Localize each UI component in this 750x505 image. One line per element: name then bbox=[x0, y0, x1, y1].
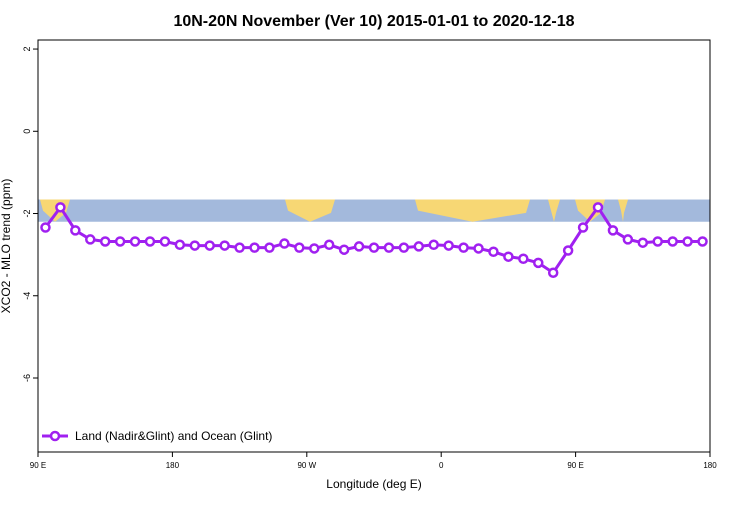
data-point bbox=[70, 225, 81, 236]
data-point bbox=[473, 243, 484, 254]
data-point bbox=[159, 236, 171, 247]
data-point bbox=[294, 242, 305, 253]
data-point bbox=[114, 236, 126, 247]
chart-title: 10N-20N November (Ver 10) 2015-01-01 to … bbox=[173, 13, 574, 30]
data-point bbox=[488, 246, 499, 258]
data-point bbox=[667, 236, 678, 247]
data-point bbox=[204, 240, 215, 251]
y-tick-label: -4 bbox=[22, 292, 32, 300]
data-point bbox=[637, 237, 649, 248]
legend-marker bbox=[49, 430, 61, 442]
x-tick-label: 90 E bbox=[567, 461, 583, 470]
x-tick-label: 90 W bbox=[297, 461, 316, 470]
data-point bbox=[577, 222, 589, 233]
data-point bbox=[533, 257, 544, 269]
data-point bbox=[443, 240, 454, 251]
data-point bbox=[85, 234, 96, 245]
data-point bbox=[368, 242, 380, 253]
data-point bbox=[264, 242, 275, 253]
data-point bbox=[428, 239, 439, 251]
data-point bbox=[398, 242, 410, 253]
data-point bbox=[383, 242, 395, 253]
data-point bbox=[40, 222, 51, 233]
data-point bbox=[458, 242, 469, 253]
map-land bbox=[548, 199, 560, 222]
x-axis-label: Longitude (deg E) bbox=[326, 477, 421, 491]
y-tick-label: -2 bbox=[22, 210, 32, 218]
data-point bbox=[249, 242, 260, 253]
data-point bbox=[592, 202, 604, 213]
data-point bbox=[518, 253, 529, 264]
data-point bbox=[234, 242, 245, 253]
x-tick-label: 0 bbox=[439, 461, 444, 470]
data-point bbox=[652, 236, 663, 247]
map-land bbox=[285, 199, 335, 222]
data-point bbox=[547, 267, 559, 278]
x-tick-label: 90 E bbox=[30, 461, 46, 470]
data-point bbox=[55, 202, 66, 213]
data-point bbox=[697, 236, 708, 247]
y-tick-label: 0 bbox=[22, 129, 32, 134]
map-land bbox=[618, 199, 628, 222]
map-ocean bbox=[38, 199, 710, 222]
data-point bbox=[413, 241, 425, 252]
x-tick-label: 180 bbox=[166, 461, 180, 470]
data-point bbox=[338, 244, 350, 255]
data-point bbox=[607, 225, 619, 236]
legend-label: Land (Nadir&Glint) and Ocean (Glint) bbox=[75, 429, 272, 443]
x-tick-label: 180 bbox=[703, 461, 717, 470]
data-point bbox=[562, 245, 574, 256]
data-point bbox=[682, 236, 693, 247]
data-point bbox=[129, 236, 141, 247]
data-point bbox=[309, 243, 320, 254]
y-tick-label: 2 bbox=[22, 47, 32, 52]
y-axis-label: XCO2 - MLO trend (ppm) bbox=[0, 179, 13, 314]
map-land bbox=[415, 199, 530, 222]
data-point bbox=[323, 239, 335, 251]
data-point bbox=[174, 239, 186, 251]
plot-frame bbox=[37, 39, 711, 453]
data-point bbox=[99, 236, 111, 247]
data-point bbox=[189, 240, 201, 251]
data-point bbox=[353, 241, 365, 252]
data-point bbox=[279, 238, 290, 249]
data-point bbox=[503, 251, 514, 262]
y-tick-label: -6 bbox=[22, 374, 32, 382]
data-point bbox=[144, 236, 156, 247]
data-point bbox=[622, 234, 634, 245]
data-point bbox=[219, 240, 230, 251]
